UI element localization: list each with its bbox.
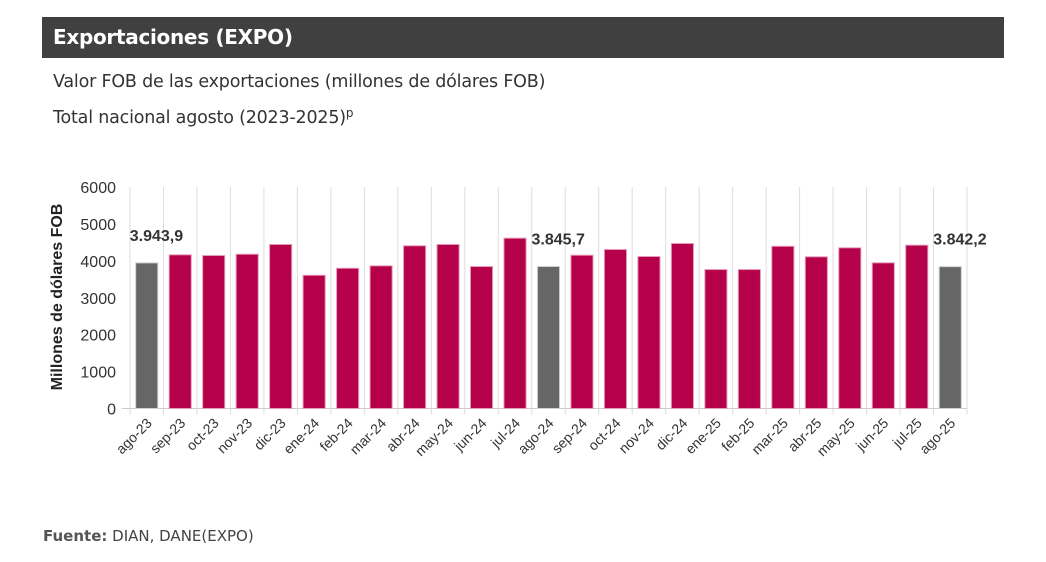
preliminary-marker: p <box>345 106 354 120</box>
bar-mar-24 <box>369 265 393 409</box>
source-note: Fuente: DIAN, DANE(EXPO) <box>43 527 254 545</box>
bar-oct-23 <box>202 255 226 409</box>
bar-may-24 <box>436 243 460 409</box>
source-text: DIAN, DANE(EXPO) <box>112 527 254 545</box>
bar-feb-24 <box>336 267 360 409</box>
y-axis-title: Millones de dólares FOB <box>49 204 66 391</box>
x-tick-label: may-24 <box>412 415 456 459</box>
x-tick-label: ago-23 <box>113 415 155 457</box>
x-tick-label: jun-24 <box>450 415 490 455</box>
chart-subtitle-text: Total nacional agosto (2023-2025) <box>53 108 346 128</box>
data-labels: 3.943,9 3.845,7 3.842,2 <box>130 228 987 249</box>
x-tick-label: jun-25 <box>852 415 892 455</box>
x-tick-label: nov-24 <box>615 415 657 457</box>
data-label-ago-24: 3.845,7 <box>532 232 585 249</box>
x-tick-label: ene-24 <box>280 415 322 457</box>
y-tick-label: 2000 <box>80 328 116 345</box>
x-tick-label: mar-24 <box>347 415 390 458</box>
bar-abr-24 <box>403 245 427 409</box>
y-axis: 0 1000 2000 3000 4000 5000 6000 <box>80 180 116 419</box>
bar-feb-25 <box>737 269 761 409</box>
y-tick-label: 3000 <box>80 291 116 308</box>
y-tick-label: 1000 <box>80 365 116 382</box>
bar-ene-24 <box>302 274 326 410</box>
bar-oct-24 <box>603 248 628 409</box>
bar-nov-23 <box>235 253 259 409</box>
x-tick-label: mar-25 <box>748 415 791 458</box>
x-tick-label: ene-25 <box>682 415 724 457</box>
bars <box>135 237 962 410</box>
bar-sep-23 <box>168 254 192 409</box>
bar-ago-23 <box>135 262 159 409</box>
bar-abr-25 <box>804 256 828 409</box>
bar-may-25 <box>838 247 862 409</box>
x-tick-label: sep-23 <box>147 415 189 457</box>
bar-mar-25 <box>771 245 795 409</box>
x-tick-label: ago-25 <box>916 415 958 457</box>
x-tick-label: ago-24 <box>514 415 556 457</box>
x-tick-label: sep-24 <box>549 415 591 457</box>
y-tick-label: 4000 <box>80 254 116 271</box>
section-header: Exportaciones (EXPO) <box>42 17 1004 58</box>
x-tick-label: may-25 <box>814 415 858 459</box>
gridlines <box>122 187 968 415</box>
y-tick-label: 6000 <box>80 180 116 197</box>
x-axis: ago-23sep-23oct-23nov-23dic-23ene-24feb-… <box>113 415 959 459</box>
bar-dic-23 <box>269 243 293 409</box>
bar-jun-25 <box>871 262 895 410</box>
bar-dic-24 <box>670 242 694 409</box>
x-tick-label: nov-23 <box>214 415 256 457</box>
data-label-ago-23: 3.943,9 <box>130 228 183 245</box>
y-tick-label: 5000 <box>80 217 116 234</box>
y-tick-label: 0 <box>107 402 116 419</box>
bar-jul-24 <box>503 237 527 409</box>
data-label-ago-25: 3.842,2 <box>933 232 986 249</box>
bar-ago-24 <box>536 266 561 409</box>
bar-ene-25 <box>704 269 728 409</box>
bar-jun-24 <box>469 266 494 409</box>
source-label: Fuente: <box>43 527 108 545</box>
bar-nov-24 <box>637 256 661 409</box>
bar-sep-24 <box>570 254 594 409</box>
section-title: Exportaciones (EXPO) <box>53 25 293 49</box>
bar-jul-25 <box>905 244 929 409</box>
bar-ago-25 <box>938 266 962 409</box>
chart-subtitle: Total nacional agosto (2023-2025)p <box>53 106 354 128</box>
chart-title: Valor FOB de las exportaciones (millones… <box>53 72 546 92</box>
